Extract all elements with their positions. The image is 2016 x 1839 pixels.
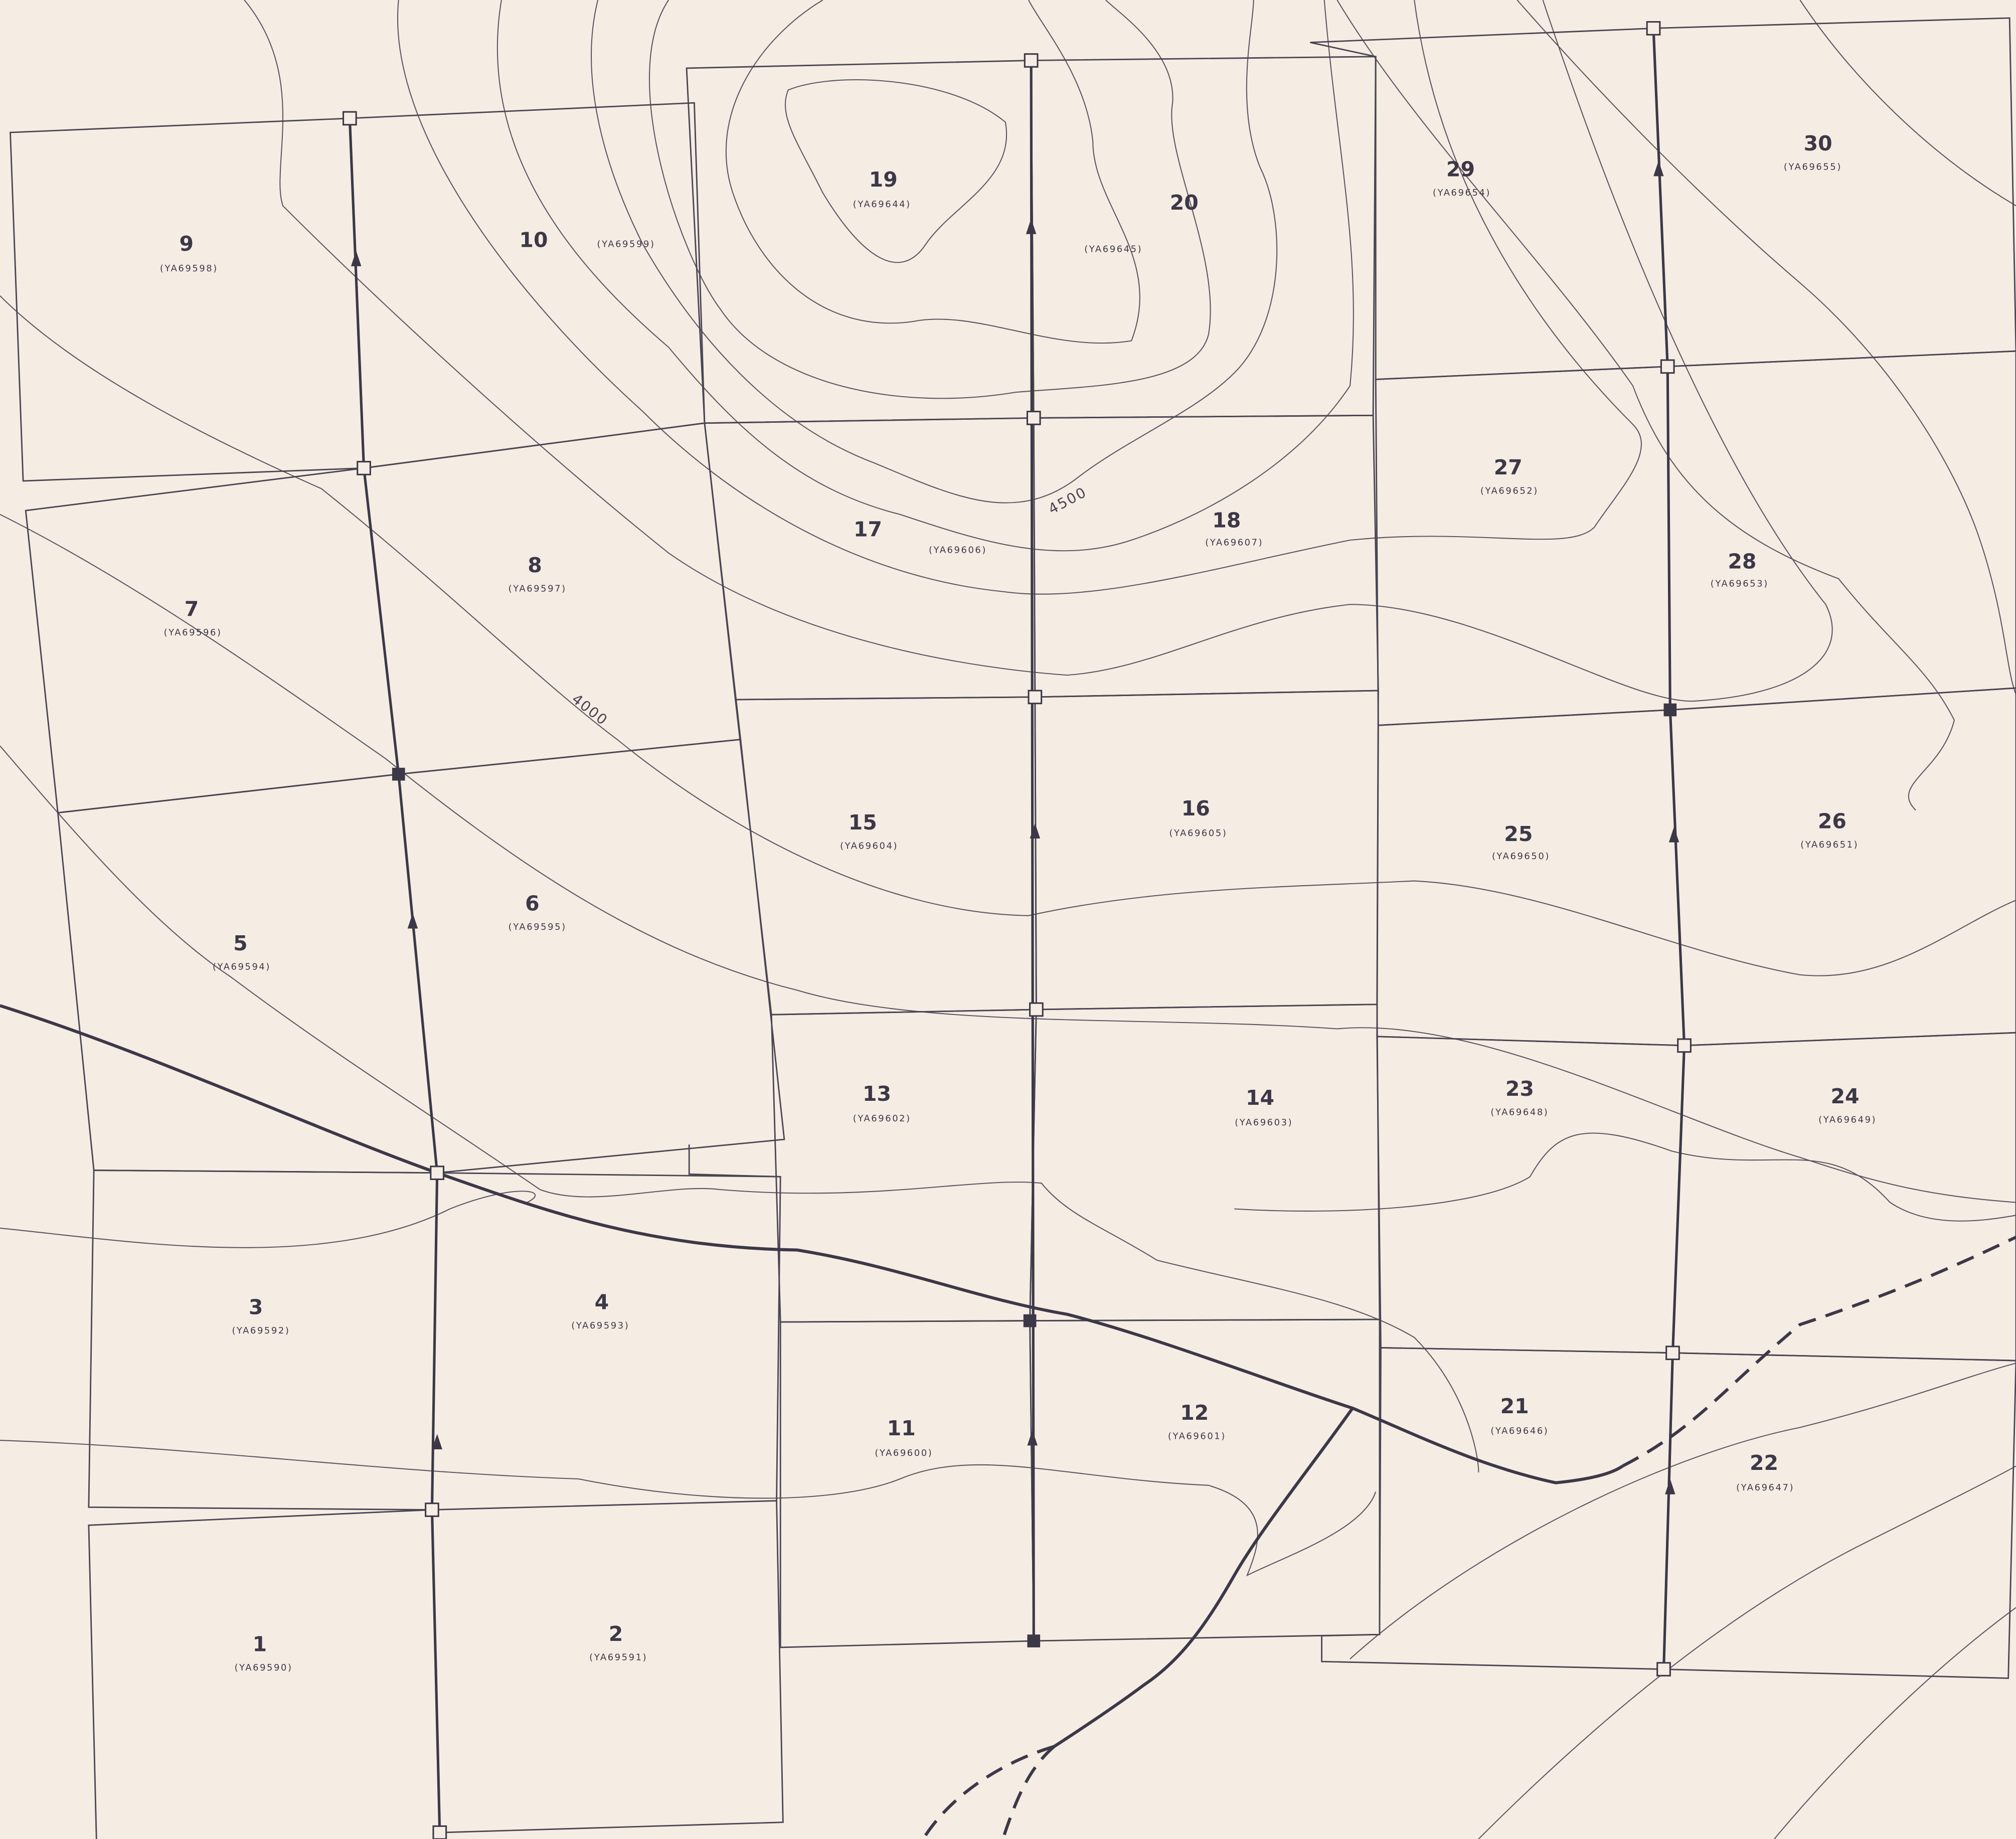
frame-number: 26 (1818, 809, 1846, 833)
frame-number: 1 (253, 1632, 267, 1656)
frame-id: (YA69601) (1168, 1431, 1226, 1441)
frame-id: (YA69645) (1084, 244, 1142, 255)
frame-number: 9 (179, 232, 194, 256)
frame-number: 27 (1494, 455, 1523, 479)
frame-id: (YA69591) (589, 1652, 647, 1663)
frame-number: 30 (1804, 131, 1832, 155)
frame-number: 18 (1212, 508, 1241, 532)
frame-id: (YA69647) (1736, 1482, 1794, 1493)
frame-id: (YA69650) (1492, 851, 1550, 862)
frame-id: (YA69599) (597, 239, 655, 249)
frame-id: (YA69603) (1235, 1117, 1293, 1128)
frame-number: 4 (595, 1290, 609, 1314)
frame-number: 25 (1504, 822, 1533, 846)
frame-id: (YA69607) (1205, 537, 1263, 548)
frame-id: (YA69653) (1711, 578, 1769, 589)
frame-number: 11 (887, 1416, 916, 1440)
frame-number: 22 (1750, 1451, 1778, 1475)
flight-lines (342, 21, 1692, 1839)
frame-number: 6 (525, 892, 540, 916)
frame-id: (YA69602) (853, 1113, 911, 1124)
frame-id: (YA69593) (571, 1320, 629, 1331)
frame-id: (YA69644) (853, 199, 911, 210)
frame-id: (YA69652) (1480, 486, 1539, 496)
frame-number: 5 (233, 931, 248, 955)
frame-id: (YA69600) (875, 1448, 933, 1458)
frame-number: 14 (1246, 1086, 1274, 1110)
frame-id: (YA69590) (235, 1662, 293, 1673)
frame-id: (YA69605) (1169, 828, 1227, 839)
frame-id: (YA69596) (164, 627, 222, 638)
frame-id: (YA69646) (1490, 1426, 1549, 1436)
frame-id: (YA69598) (160, 263, 218, 274)
frame-number: 12 (1180, 1401, 1209, 1425)
frame-number: 24 (1830, 1084, 1859, 1108)
frame-number: 16 (1182, 796, 1210, 820)
frame-number: 13 (863, 1082, 891, 1106)
frame-number: 2 (609, 1622, 623, 1646)
roads (0, 1004, 2016, 1839)
frame-number: 28 (1728, 549, 1756, 573)
frame-id: (YA69594) (213, 962, 271, 972)
frame-id: (YA69648) (1490, 1107, 1549, 1117)
frame-number: 8 (528, 553, 542, 577)
frame-number: 10 (519, 228, 548, 252)
frame-id: (YA69597) (509, 584, 567, 594)
frame-id: (YA69592) (232, 1325, 290, 1336)
frame-number: 29 (1446, 157, 1475, 181)
frame-id: (YA69604) (840, 841, 898, 851)
frame-id: (YA69655) (1784, 161, 1842, 172)
frame-number: 15 (849, 810, 877, 834)
frame-id: (YA69654) (1433, 188, 1491, 198)
frame-number: 21 (1500, 1394, 1529, 1418)
frame-number: 23 (1505, 1077, 1534, 1101)
frame-number: 19 (869, 168, 898, 192)
frame-id: (YA69649) (1818, 1115, 1877, 1125)
frame-number: 20 (1170, 191, 1199, 215)
frame-number: 17 (854, 517, 882, 541)
frame-id: (YA69606) (929, 545, 987, 556)
frame-id: (YA69595) (509, 922, 567, 932)
frame-number: 7 (185, 597, 199, 621)
frame-number: 3 (249, 1295, 263, 1319)
frame-id: (YA69651) (1800, 840, 1859, 850)
